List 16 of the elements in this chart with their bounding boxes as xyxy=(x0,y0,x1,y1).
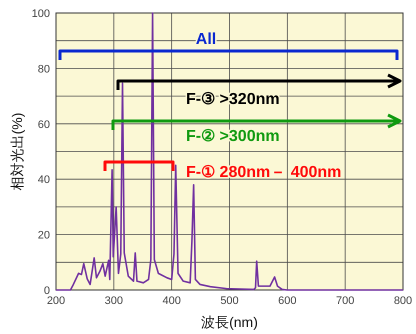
line-series xyxy=(55,12,404,291)
y-tick-label: 20 xyxy=(38,230,50,242)
x-tick-label: 800 xyxy=(394,295,412,307)
y-tick-label: 40 xyxy=(38,174,50,186)
y-axis-title: 相対光出(%) xyxy=(9,112,25,190)
y-tick-label: 0 xyxy=(44,285,50,297)
x-tick-label: 300 xyxy=(104,295,124,307)
y-tick-label: 80 xyxy=(38,63,50,76)
x-axis-title: 波長(nm) xyxy=(201,314,258,330)
x-tick-label: 400 xyxy=(162,295,181,307)
x-tick-label: 600 xyxy=(278,295,297,307)
x-tick-label: 700 xyxy=(336,295,354,307)
y-tick-label: 100 xyxy=(32,8,50,20)
x-tick-label: 500 xyxy=(220,295,239,307)
y-tick-label: 60 xyxy=(38,118,50,131)
x-tick-label: 200 xyxy=(46,295,66,307)
